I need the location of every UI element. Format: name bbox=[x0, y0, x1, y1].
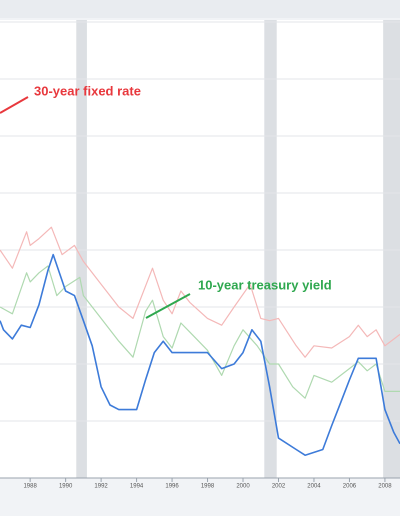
plot-panel bbox=[0, 20, 400, 478]
annotation-arrow bbox=[145, 293, 191, 319]
x-tick-label: 2002 bbox=[272, 484, 286, 490]
x-tick-label: 1996 bbox=[165, 484, 179, 490]
annotation: 10-year treasury yield bbox=[198, 277, 332, 292]
x-tick-label: 1998 bbox=[201, 484, 215, 490]
recession-band bbox=[264, 20, 277, 478]
top-strip bbox=[0, 0, 400, 18]
x-tick-label: 2004 bbox=[307, 484, 321, 490]
series-line bbox=[0, 226, 400, 358]
series-line bbox=[0, 265, 400, 399]
recession-band bbox=[76, 20, 87, 478]
x-tick-label: 2008 bbox=[378, 484, 392, 490]
x-tick-label: 1990 bbox=[59, 484, 73, 490]
annotation-arrow bbox=[0, 96, 29, 114]
x-tick-label: 1994 bbox=[130, 484, 144, 490]
series-line bbox=[0, 253, 400, 456]
annotation: 30-year fixed rate bbox=[34, 83, 141, 98]
x-tick-label: 2006 bbox=[343, 484, 357, 490]
recession-band bbox=[383, 20, 400, 478]
x-tick-label: 1988 bbox=[23, 484, 37, 490]
x-tick-label: 1992 bbox=[94, 484, 108, 490]
x-tick-label: 2000 bbox=[236, 484, 250, 490]
